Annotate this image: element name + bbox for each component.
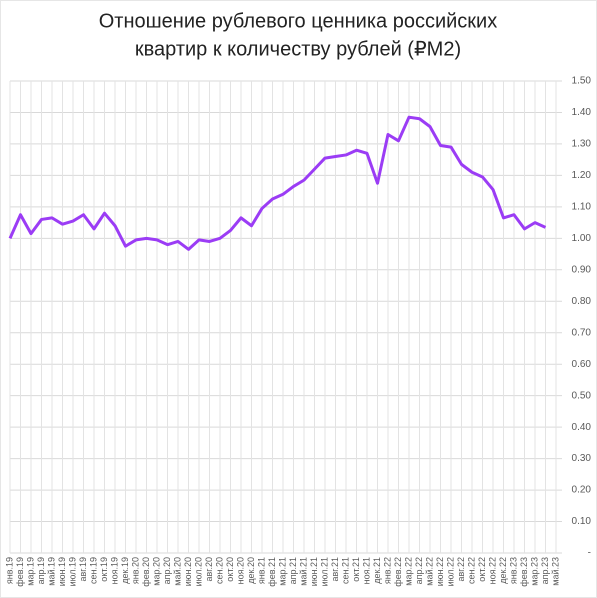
y-tick-label: 0.30: [572, 453, 592, 464]
x-tick-label: окт.22: [477, 557, 487, 582]
x-tick-label: окт.19: [99, 557, 109, 582]
x-tick-label: янв.19: [4, 557, 14, 584]
x-tick-label: мар.22: [403, 557, 413, 586]
x-tick-label: сен.19: [88, 557, 98, 584]
x-tick-label: янв.22: [382, 557, 392, 584]
y-tick-label: 1.20: [572, 170, 592, 181]
x-tick-label: авг.19: [78, 557, 88, 581]
x-tick-label: июл.20: [193, 557, 203, 586]
y-tick-label: 0.90: [572, 264, 592, 275]
x-tick-label: янв.20: [130, 557, 140, 584]
x-tick-label: фев.19: [15, 557, 25, 587]
x-tick-label: янв.23: [508, 557, 518, 584]
chart-title: Отношение рублевого ценника российских: [99, 10, 497, 32]
x-tick-label: окт.21: [351, 557, 361, 582]
x-tick-label: июн.22: [435, 557, 445, 586]
y-tick-label: 0.60: [572, 359, 592, 370]
x-tick-label: авг.20: [204, 557, 214, 581]
x-tick-label: фев.21: [267, 557, 277, 587]
y-tick-label: -: [588, 548, 591, 559]
y-tick-label: 0.50: [572, 390, 592, 401]
y-tick-label: 1.50: [572, 76, 592, 87]
x-tick-label: май.22: [424, 557, 434, 586]
x-tick-label: мар.21: [277, 557, 287, 586]
x-tick-label: июл.19: [67, 557, 77, 586]
x-tick-label: июн.21: [309, 557, 319, 586]
x-tick-label: апр.20: [162, 557, 172, 584]
y-tick-label: 0.80: [572, 296, 592, 307]
x-tick-label: дек.19: [120, 557, 130, 584]
x-tick-label: апр.19: [36, 557, 46, 584]
x-tick-label: июл.22: [445, 557, 455, 586]
x-tick-label: апр.22: [414, 557, 424, 584]
x-tick-label: дек.20: [246, 557, 256, 584]
x-tick-label: дек.21: [372, 557, 382, 584]
x-tick-label: ноя.20: [235, 557, 245, 584]
x-tick-label: ноя.22: [487, 557, 497, 584]
x-tick-label: июл.21: [319, 557, 329, 586]
y-tick-label: 1.10: [572, 202, 592, 213]
x-tick-label: май.23: [550, 557, 560, 586]
x-tick-label: мар.23: [529, 557, 539, 586]
x-tick-label: дек.22: [498, 557, 508, 584]
y-tick-label: 1.30: [572, 139, 592, 150]
x-tick-label: ноя.19: [109, 557, 119, 584]
x-tick-label: авг.21: [330, 557, 340, 581]
x-tick-label: сен.21: [340, 557, 350, 584]
y-tick-label: 1.40: [572, 107, 592, 118]
x-tick-label: июн.19: [57, 557, 67, 586]
y-tick-label: 0.70: [572, 327, 592, 338]
x-tick-label: мар.19: [25, 557, 35, 586]
x-tick-label: май.21: [298, 557, 308, 586]
x-tick-label: мар.20: [151, 557, 161, 586]
x-tick-label: фев.23: [519, 557, 529, 587]
x-tick-label: янв.21: [256, 557, 266, 584]
x-tick-label: фев.20: [141, 557, 151, 587]
x-tick-label: окт.20: [225, 557, 235, 582]
chart-title: квартир к количеству рублей (₽M2): [135, 38, 461, 60]
y-tick-label: 0.40: [572, 422, 592, 433]
x-tick-label: авг.22: [456, 557, 466, 581]
x-tick-label: май.19: [46, 557, 56, 586]
y-tick-label: 1.00: [572, 233, 592, 244]
x-tick-label: июн.20: [183, 557, 193, 586]
x-tick-label: сен.22: [466, 557, 476, 584]
y-tick-label: 0.10: [572, 516, 592, 527]
x-tick-label: апр.23: [540, 557, 550, 584]
x-tick-label: сен.20: [214, 557, 224, 584]
y-tick-label: 0.20: [572, 485, 592, 496]
x-tick-label: фев.22: [393, 557, 403, 587]
data-line: [8, 115, 547, 251]
x-tick-label: май.20: [172, 557, 182, 586]
x-tick-label: ноя.21: [361, 557, 371, 584]
x-tick-label: апр.21: [288, 557, 298, 584]
